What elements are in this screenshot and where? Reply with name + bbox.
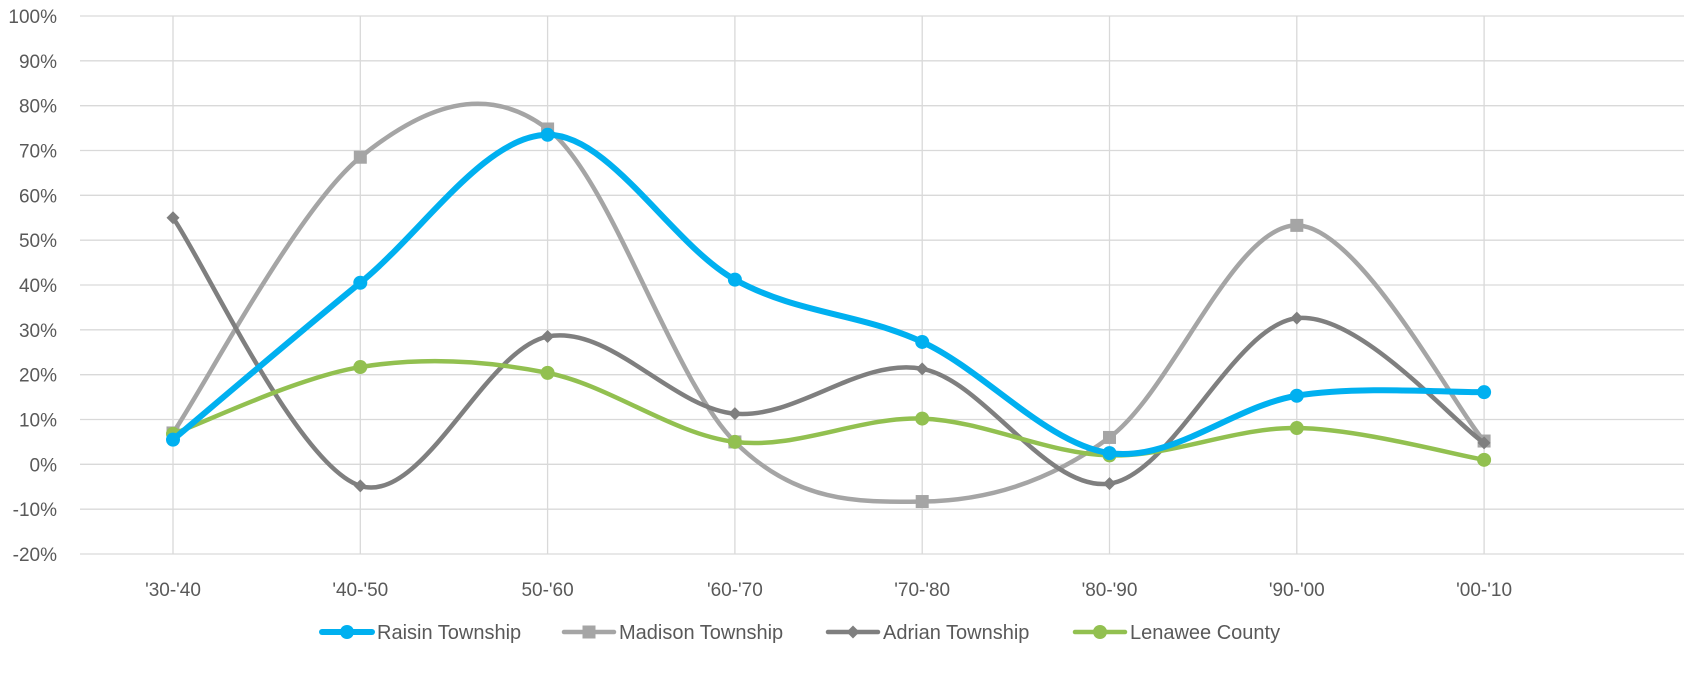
y-tick-label: 30% — [19, 321, 57, 342]
series-adrian-township — [166, 211, 1491, 493]
data-point-marker — [540, 365, 555, 380]
legend-marker-swatch — [846, 625, 860, 639]
series-raisin-township — [166, 127, 1492, 461]
data-point-marker — [1289, 388, 1304, 403]
data-point-marker — [915, 362, 929, 376]
y-tick-label: 10% — [19, 411, 57, 432]
x-tick-label: '80-'90 — [1082, 580, 1138, 601]
data-point-marker — [915, 495, 929, 509]
data-point-marker — [353, 360, 368, 375]
data-point-marker — [1290, 311, 1304, 325]
x-tick-label: '60-'70 — [707, 580, 763, 601]
data-point-marker — [727, 272, 742, 287]
y-tick-label: 20% — [19, 366, 57, 387]
data-point-marker — [540, 127, 555, 142]
data-point-marker — [1289, 421, 1304, 436]
data-point-marker — [915, 334, 930, 349]
series-lines — [166, 101, 1492, 509]
y-tick-label: 80% — [19, 97, 57, 118]
legend: Raisin Township Madison Township Adrian To… — [319, 622, 1280, 644]
data-point-marker — [541, 330, 555, 344]
legend-marker-swatch — [582, 625, 596, 639]
legend-label: Raisin Township — [377, 622, 521, 644]
x-tick-label: '90-'00 — [1269, 580, 1325, 601]
y-tick-label: 60% — [19, 186, 57, 207]
data-point-marker — [1102, 446, 1117, 461]
series-line — [170, 101, 1487, 504]
y-tick-label: 90% — [19, 52, 57, 73]
legend-item: Adrian Township — [825, 622, 1029, 644]
x-tick-label: '70-'80 — [894, 580, 950, 601]
x-axis-tick-labels: '30-'40 '40-'50 50-'60 '60-'70 '70-'80 '80-'9… — [145, 580, 1512, 601]
y-tick-label: 70% — [19, 142, 57, 163]
data-point-marker — [166, 211, 180, 225]
series-lenawee-county — [166, 358, 1492, 467]
data-point-marker — [1103, 430, 1116, 444]
x-tick-label: '30-'40 — [145, 580, 201, 601]
legend-item: Raisin Township — [319, 622, 521, 644]
y-tick-label: 0% — [30, 455, 58, 476]
series-line — [170, 131, 1488, 458]
series-line — [170, 358, 1487, 463]
legend-marker-swatch — [340, 625, 354, 639]
data-point-marker — [166, 432, 180, 447]
y-tick-label: -20% — [13, 545, 57, 566]
series-madison-township — [166, 101, 1491, 509]
data-point-marker — [1477, 452, 1492, 467]
y-tick-label: 50% — [19, 231, 57, 252]
legend-item: Lenawee County — [1072, 622, 1280, 644]
data-point-marker — [1477, 385, 1492, 400]
x-tick-label: '40-'50 — [332, 580, 388, 601]
legend-item: Madison Township — [561, 622, 783, 644]
x-tick-label: 50-'60 — [521, 580, 573, 601]
data-point-marker — [1290, 218, 1304, 232]
data-point-marker — [728, 407, 742, 421]
gridlines — [80, 15, 1684, 555]
legend-marker-swatch — [1093, 625, 1107, 639]
data-point-marker — [353, 275, 368, 290]
data-point-marker — [353, 150, 367, 164]
y-axis-tick-labels: -20% -10% 0% 10% 20% 30% 40% 50% 60% 70% 80% 90% 100… — [8, 7, 57, 566]
x-tick-label: '00-'10 — [1456, 580, 1512, 601]
y-tick-label: 100% — [8, 7, 57, 28]
y-tick-label: -10% — [13, 500, 57, 521]
legend-label: Adrian Township — [883, 622, 1029, 644]
data-point-marker — [1103, 477, 1116, 491]
legend-label: Lenawee County — [1130, 622, 1280, 644]
data-point-marker — [915, 411, 930, 426]
data-point-marker — [727, 434, 742, 449]
y-tick-label: 40% — [19, 276, 57, 297]
legend-label: Madison Township — [619, 622, 783, 644]
data-point-marker — [1477, 436, 1491, 450]
data-point-marker — [353, 479, 367, 493]
series-line — [170, 215, 1487, 490]
